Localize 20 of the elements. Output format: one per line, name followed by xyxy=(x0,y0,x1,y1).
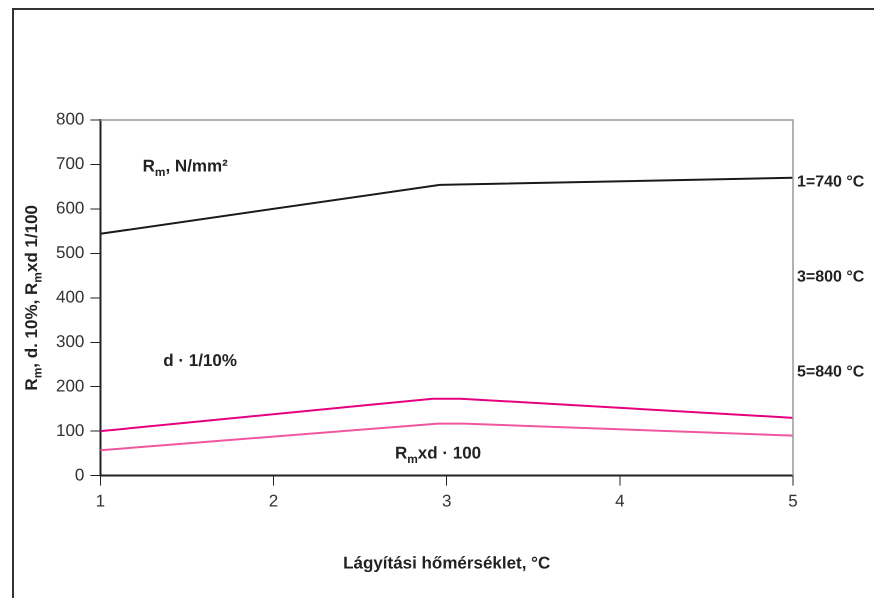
text: d · 1/10% xyxy=(163,351,237,370)
y-tick-label: 300 xyxy=(56,332,84,351)
y-tick-label: 0 xyxy=(74,465,84,484)
x-tick-label: 1 xyxy=(96,491,106,510)
x-axis-title: Lágyítási hőmérséklet, °C xyxy=(343,553,550,572)
text: 1=740 °C xyxy=(797,173,865,190)
x-tick-label: 4 xyxy=(615,491,625,510)
x-tick-label: 3 xyxy=(442,491,452,510)
y-tick-label: 600 xyxy=(56,198,84,218)
x-tick-label: 2 xyxy=(268,491,278,510)
y-axis-title: Rm, d. 10%, Rmxd 1/100 xyxy=(22,205,45,391)
text: 3=800 °C xyxy=(797,268,865,286)
text: 5=840 °C xyxy=(797,363,865,380)
y-tick-label: 700 xyxy=(56,154,84,174)
y-tick-label: 100 xyxy=(56,420,84,440)
y-tick-label: 400 xyxy=(56,287,84,306)
y-tick-label: 800 xyxy=(56,110,84,129)
y-tick-label: 500 xyxy=(56,243,84,262)
y-tick-label: 200 xyxy=(56,376,84,396)
x-tick-label: 5 xyxy=(788,491,798,510)
